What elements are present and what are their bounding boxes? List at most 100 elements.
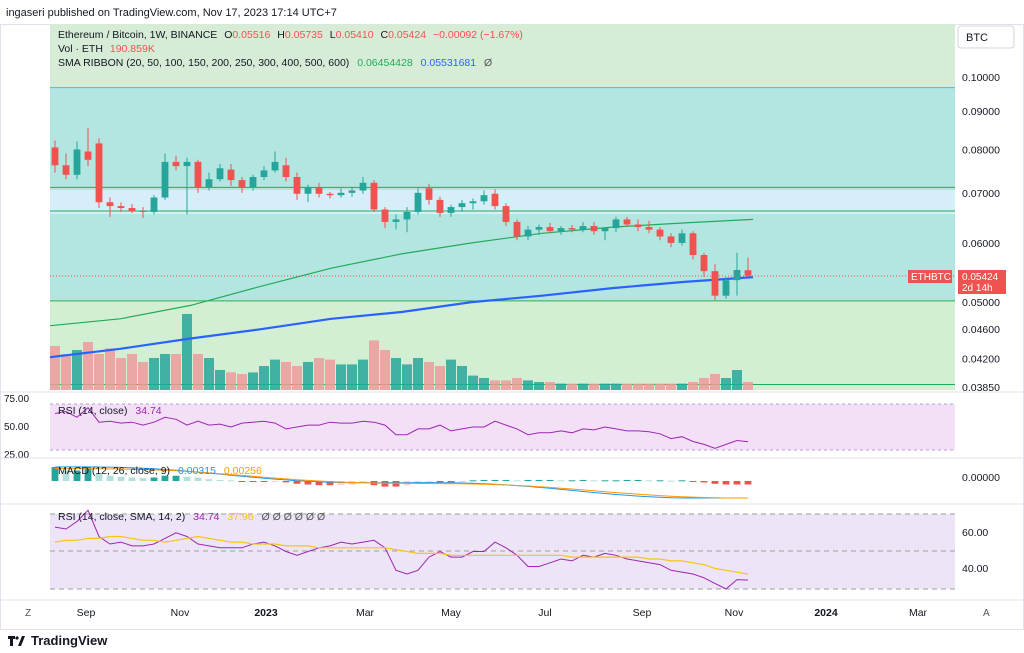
candle [238,176,246,193]
rsi-tick-50: 50.00 [4,422,29,433]
volume-bar [270,359,280,390]
chart-container[interactable]: 0.10000 0.09000 0.08000 0.07000 0.06000 0.050… [0,24,1024,630]
candle [150,195,158,215]
volume-bar [193,354,203,390]
volume-bar [160,354,170,390]
candle [634,219,642,232]
volume-bar [215,370,225,390]
volume-bar [534,382,544,390]
price-marker-countdown: 2d 14h [962,283,993,294]
volume-bar [50,346,60,390]
candle [524,226,532,241]
volume-bar [94,354,104,390]
candle-body [447,207,455,213]
macd-legend: MACD (12, 26, close, 9) 0.00315 0.00256 [58,465,262,477]
candle [601,227,609,241]
candle [271,151,279,173]
candle [557,226,565,235]
price-tick-label: 0.06000 [962,238,1000,250]
volume-bar [380,350,390,390]
macd-hist-bar [161,475,169,481]
candle [711,264,719,301]
price-marker-bg [958,270,1006,294]
candle [502,203,510,227]
legend-c: 0.05424 [388,29,426,41]
currency-button[interactable] [957,25,1015,49]
candle-body [260,170,268,177]
corner-a-button[interactable]: A [983,608,990,619]
candle-body [161,161,169,198]
candle [51,140,59,173]
candle-body [271,161,279,171]
legend-sma-line: SMA RIBBON (20, 50, 100, 150, 200, 250, … [58,57,492,69]
legend-o-label: O [224,29,232,41]
candle [458,199,466,212]
candle-body [711,271,719,296]
macd-hist-bar [557,480,565,482]
macd-hist-bar [293,481,301,484]
candle-body [458,203,466,208]
macd-hist-bar [227,480,235,482]
candle [282,157,290,182]
volume-bar [611,383,621,390]
chart-svg[interactable]: 0.10000 0.09000 0.08000 0.07000 0.06000 0.050… [0,24,1024,630]
macd-hist-bar [436,481,444,483]
macd-hist-bar [62,470,70,481]
corner-z-button[interactable]: Z [25,608,31,619]
candle [326,191,334,199]
legend-volume-line: Vol · ETH 190.859K [58,43,155,55]
volume-bar [479,378,489,390]
candle [337,188,345,198]
time-tick-label: Mar [356,607,375,619]
candle [546,222,554,234]
macd-hist-bar [326,481,334,486]
candle-body [227,169,235,181]
candle [348,187,356,197]
volume-bar [600,383,610,390]
volume-bar [182,314,192,390]
candle-body [304,187,312,194]
rsi-legend: RSI (14, close) 34.74 [58,405,162,417]
volume-bar [336,364,346,390]
candle [667,233,675,248]
volume-bar [171,354,181,390]
volume-bar [721,378,731,390]
candle [436,196,444,217]
candle-body [689,233,697,256]
macd-hist-bar [733,481,741,485]
rsi-sma-tick-60: 60.00 [962,527,988,539]
legend-sma2: 0.05531681 [421,57,477,69]
macd-hist-bar [194,477,202,481]
candle-body [634,224,642,228]
time-tick-label: 2023 [254,607,278,619]
volume-bar [226,372,236,390]
macd-hist-bar [568,480,576,482]
candle [227,164,235,186]
candle-body [425,188,433,200]
footer-brand[interactable]: TradingView [31,633,108,648]
zone-top [50,24,955,88]
candle [579,221,587,233]
price-tick-label: 0.08000 [962,145,1000,157]
macd-hist-bar [458,481,466,483]
candle-body [733,269,741,281]
candle [480,190,488,205]
macd-hist-bar [645,480,653,482]
candle [491,189,499,210]
candle-body [667,236,675,243]
candle [106,197,114,217]
candle [425,183,433,205]
macd-hist-bar [601,480,609,482]
candle [469,198,477,210]
price-tick-label: 0.07000 [962,188,1000,200]
volume-bar [578,383,588,390]
volume-bar [72,350,82,390]
candle-body [326,193,334,196]
candle [249,174,257,191]
candle [645,220,653,234]
macd-hist-bar [634,479,642,481]
macd-hist-bar [73,470,81,481]
candle-body [51,147,59,166]
macd-hist-bar [271,481,279,482]
legend-vol-label: Vol · ETH [58,43,103,55]
